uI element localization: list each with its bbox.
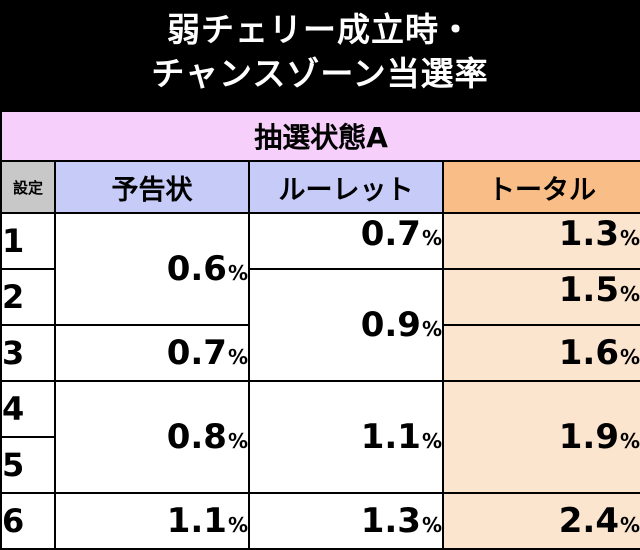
yokoku-value: 1.1 bbox=[166, 501, 227, 541]
yokoku-cell: 1.1% bbox=[54, 492, 250, 550]
roulette-value: 1.1 bbox=[360, 417, 421, 457]
title-bar: 弱チェリー成立時・ チャンスゾーン当選率 bbox=[0, 0, 640, 110]
roulette-cell: 1.1% bbox=[248, 380, 444, 494]
table-row: 6 1.1% 1.3% 2.4% bbox=[0, 492, 640, 550]
table-row: 5 bbox=[0, 436, 640, 494]
mode-row: 抽選状態A bbox=[0, 110, 640, 162]
roulette-value: 1.3 bbox=[360, 501, 421, 541]
total-value: 1.5 bbox=[558, 270, 619, 310]
header-yokoku: 予告状 bbox=[54, 160, 250, 214]
table-row: 3 0.7% 1.6% bbox=[0, 324, 640, 382]
percent-unit: % bbox=[421, 429, 442, 453]
percent-unit: % bbox=[421, 317, 442, 341]
header-row: 設定 予告状 ルーレット トータル bbox=[0, 160, 640, 214]
percent-unit: % bbox=[620, 513, 640, 537]
title-line-1: 弱チェリー成立時・ bbox=[167, 10, 473, 49]
rate-table: 抽選状態A 設定 予告状 ルーレット トータル 1 0.6% 0.7% 1.3%… bbox=[0, 110, 640, 550]
total-value: 1.3 bbox=[558, 214, 619, 254]
total-cell: 1.3% bbox=[441, 212, 640, 270]
total-cell: 1.6% bbox=[441, 324, 640, 382]
percent-unit: % bbox=[421, 513, 442, 537]
roulette-value: 0.7 bbox=[360, 214, 421, 254]
header-setting: 設定 bbox=[0, 160, 56, 214]
yokoku-cell: 0.6% bbox=[54, 212, 250, 326]
percent-unit: % bbox=[227, 261, 248, 285]
percent-unit: % bbox=[620, 226, 640, 250]
roulette-cell: 0.9% bbox=[248, 268, 444, 382]
setting-cell: 5 bbox=[0, 436, 56, 494]
table-row: 1 0.6% 0.7% 1.3% bbox=[0, 212, 640, 326]
total-cell: 1.5% bbox=[441, 268, 640, 326]
percent-unit: % bbox=[620, 345, 640, 369]
setting-cell: 4 bbox=[0, 380, 56, 438]
total-cell: 1.9% bbox=[441, 380, 640, 494]
total-value: 1.6 bbox=[558, 333, 619, 373]
percent-unit: % bbox=[620, 282, 640, 306]
percent-unit: % bbox=[227, 345, 248, 369]
header-total: トータル bbox=[441, 160, 640, 214]
header-roulette: ルーレット bbox=[248, 160, 444, 214]
setting-cell: 2 bbox=[0, 268, 56, 326]
table-row: 2 0.9% 1.5% bbox=[0, 268, 640, 382]
roulette-value: 0.9 bbox=[360, 305, 421, 345]
yokoku-cell: 0.8% bbox=[54, 380, 250, 494]
total-value: 1.9 bbox=[558, 417, 619, 457]
percent-unit: % bbox=[227, 513, 248, 537]
total-cell: 2.4% bbox=[441, 492, 640, 550]
percent-unit: % bbox=[421, 226, 442, 250]
yokoku-value: 0.6 bbox=[166, 249, 227, 289]
yokoku-cell: 0.7% bbox=[54, 324, 250, 382]
percent-unit: % bbox=[620, 429, 640, 453]
yokoku-value: 0.7 bbox=[166, 333, 227, 373]
yokoku-value: 0.8 bbox=[166, 417, 227, 457]
setting-cell: 1 bbox=[0, 212, 56, 270]
setting-cell: 3 bbox=[0, 324, 56, 382]
title-line-2: チャンスゾーン当選率 bbox=[151, 54, 489, 93]
total-value: 2.4 bbox=[558, 501, 619, 541]
table-row: 4 0.8% 1.1% 1.9% bbox=[0, 380, 640, 494]
roulette-cell: 0.7% bbox=[248, 212, 444, 270]
setting-cell: 6 bbox=[0, 492, 56, 550]
percent-unit: % bbox=[227, 429, 248, 453]
roulette-cell: 1.3% bbox=[248, 492, 444, 550]
mode-label: 抽選状態A bbox=[0, 110, 640, 162]
